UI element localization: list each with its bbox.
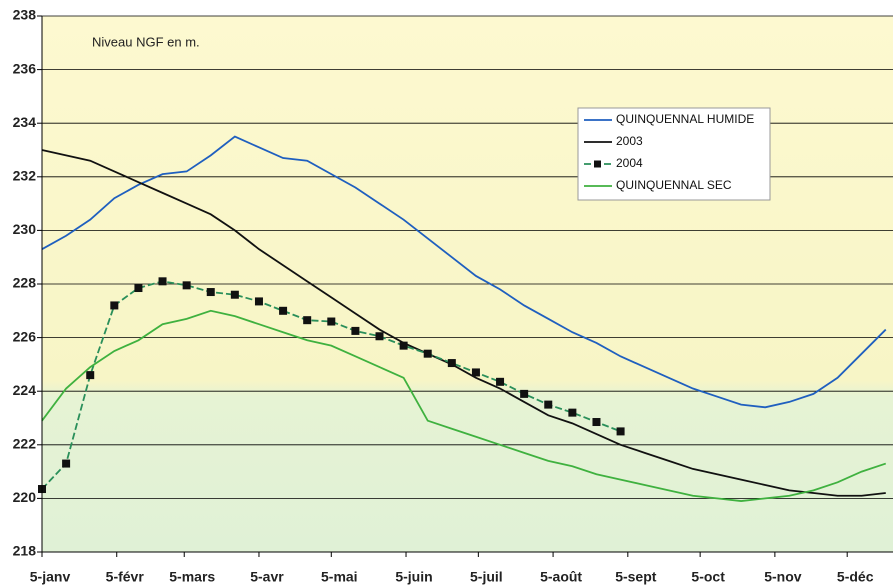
point — [327, 317, 336, 326]
point — [303, 316, 312, 325]
point — [86, 371, 95, 380]
point — [568, 408, 577, 417]
point — [110, 301, 119, 310]
point — [254, 297, 263, 306]
legend-label: 2003 — [616, 134, 643, 148]
series-line — [41, 135, 887, 409]
point — [375, 332, 384, 341]
point — [447, 359, 456, 368]
point — [351, 326, 360, 335]
x-tick-label: 5-déc — [837, 569, 874, 585]
y-tick-label: 226 — [13, 328, 37, 344]
x-tick-label: 5-août — [540, 569, 582, 585]
y-tick-label: 232 — [13, 168, 37, 184]
series-line — [41, 309, 887, 502]
x-tick-label: 5-mars — [169, 569, 215, 585]
annotation: Niveau NGF en m. — [92, 34, 200, 49]
y-tick-label: 234 — [13, 114, 37, 130]
legend-label: QUINQUENNAL SEC — [616, 178, 732, 192]
point — [471, 368, 480, 377]
point — [520, 389, 529, 398]
x-tick-label: 5-févr — [106, 569, 145, 585]
y-tick-label: 238 — [13, 7, 37, 23]
legend — [577, 107, 771, 201]
x-tick-label: 5-sept — [615, 569, 657, 585]
point — [182, 281, 191, 290]
point — [62, 459, 71, 468]
legend-marker — [594, 160, 601, 168]
x-tick-label: 5-juil — [470, 569, 503, 585]
x-tick-label: 5-avr — [250, 569, 284, 585]
y-tick-label: 228 — [13, 275, 37, 291]
x-tick-label: 5-nov — [764, 569, 802, 585]
series-line — [41, 149, 886, 497]
x-tick-label: 5-juin — [395, 569, 432, 585]
point — [158, 277, 167, 286]
x-tick-label: 5-oct — [691, 569, 725, 585]
y-tick-label: 236 — [13, 60, 37, 76]
point — [134, 284, 143, 293]
point — [592, 418, 601, 427]
point — [230, 290, 239, 299]
point — [616, 427, 625, 436]
y-tick-label: 222 — [13, 436, 37, 452]
y-tick-label: 230 — [13, 221, 37, 237]
point — [206, 288, 215, 297]
x-tick-label: 5-mai — [321, 569, 358, 585]
legend-label: QUINQUENNAL HUMIDE — [616, 112, 754, 126]
y-tick-label: 224 — [13, 382, 37, 398]
y-tick-label: 218 — [13, 543, 37, 559]
x-tick-label: 5-janv — [30, 569, 71, 585]
y-tick-label: 220 — [13, 489, 37, 505]
point — [279, 306, 288, 315]
point — [423, 349, 432, 358]
point — [399, 341, 408, 350]
point — [544, 400, 553, 409]
legend-label: 2004 — [616, 156, 643, 170]
point — [496, 377, 505, 386]
